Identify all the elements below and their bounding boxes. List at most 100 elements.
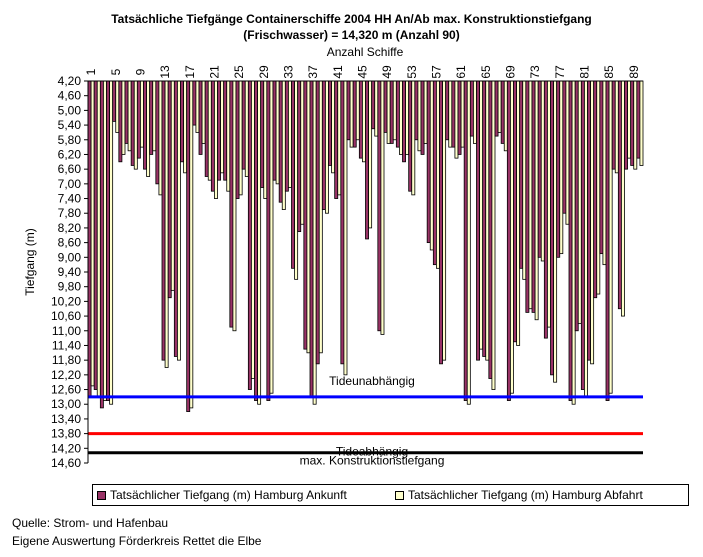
bar-abfahrt — [590, 80, 595, 365]
x-tick-label: 41 — [331, 65, 345, 79]
y-tick-label: 14,60 — [51, 456, 81, 470]
bar-abfahrt — [466, 80, 471, 405]
bar-ankunft — [500, 80, 505, 144]
bar-ankunft — [513, 80, 517, 343]
bar-ankunft — [346, 80, 351, 141]
legend-label-ankunft: Tatsächlicher Tiefgang (m) Hamburg Ankun… — [110, 488, 347, 502]
bar-abfahrt — [146, 80, 151, 177]
x-tick-label: 21 — [207, 65, 221, 79]
bar-abfahrt — [639, 80, 644, 166]
bar-ankunft — [506, 80, 511, 401]
bar-ankunft — [167, 80, 172, 299]
bar-abfahrt — [528, 80, 533, 310]
bar-ankunft — [426, 80, 431, 244]
bar-ankunft — [439, 80, 443, 365]
bar-abfahrt — [152, 80, 157, 152]
bar-abfahrt — [436, 80, 440, 269]
bar-ankunft — [617, 80, 622, 310]
bar-abfahrt — [510, 80, 514, 394]
x-tick-label: 65 — [479, 65, 493, 79]
bar-abfahrt — [263, 80, 268, 199]
bar-ankunft — [229, 80, 234, 328]
x-tick-label: 37 — [306, 65, 320, 79]
bar-abfahrt — [257, 80, 262, 405]
bar-ankunft — [482, 80, 487, 357]
bar-ankunft — [186, 80, 191, 412]
bar-abfahrt — [275, 80, 280, 185]
bar-abfahrt — [559, 80, 564, 255]
bar-ankunft — [463, 80, 468, 401]
bar-abfahrt — [121, 80, 126, 155]
x-tick-label: 61 — [454, 65, 468, 79]
bar-ankunft — [636, 80, 641, 159]
bar-ankunft — [402, 80, 406, 163]
y-tick-label: 5,40 — [58, 118, 82, 132]
bar-abfahrt — [577, 80, 582, 324]
bar-ankunft — [574, 80, 579, 332]
bar-abfahrt — [362, 80, 366, 163]
bar-ankunft — [161, 80, 166, 361]
bar-ankunft — [278, 80, 283, 203]
bar-abfahrt — [337, 80, 342, 196]
bar-abfahrt — [90, 80, 95, 387]
chart-legend: Tatsächlicher Tiefgang (m) Hamburg Ankun… — [92, 484, 689, 506]
bar-abfahrt — [534, 80, 539, 321]
bar-abfahrt — [288, 80, 292, 188]
bar-ankunft — [593, 80, 598, 299]
bar-abfahrt — [115, 80, 120, 133]
bar-ankunft — [383, 80, 388, 133]
y-tick-label: 10,20 — [51, 294, 81, 308]
bar-abfahrt — [300, 80, 305, 225]
bar-ankunft — [210, 80, 215, 192]
x-tick-label: 25 — [232, 65, 246, 79]
bar-abfahrt — [571, 80, 576, 405]
bar-abfahrt — [627, 80, 632, 159]
bar-ankunft — [611, 80, 616, 170]
bar-abfahrt — [343, 80, 348, 376]
bar-abfahrt — [565, 80, 570, 225]
y-tick-label: 10,60 — [51, 309, 81, 323]
bar-abfahrt — [318, 80, 323, 354]
bar-abfahrt — [485, 80, 490, 361]
y-tick-label: 13,00 — [51, 397, 81, 411]
source-line-2: Eigene Auswertung Förderkreis Rettet die… — [12, 534, 262, 548]
y-tick-label: 7,40 — [58, 192, 82, 206]
bar-ankunft — [587, 80, 591, 361]
bar-abfahrt — [269, 80, 274, 394]
bar-ankunft — [599, 80, 604, 255]
bar-ankunft — [297, 80, 302, 233]
bar-abfahrt — [584, 80, 588, 398]
bar-abfahrt — [281, 80, 286, 210]
y-tick-label: 5,00 — [58, 103, 82, 117]
bar-ankunft — [469, 80, 474, 137]
bar-abfahrt — [331, 80, 336, 174]
legend-item-abfahrt: Tatsächlicher Tiefgang (m) Hamburg Abfah… — [395, 488, 643, 502]
y-tick-label: 11,40 — [52, 339, 81, 353]
bar-ankunft — [260, 80, 265, 188]
bar-ankunft — [309, 80, 314, 398]
reference-line-label: Tideunabhängig — [329, 374, 415, 388]
bar-ankunft — [488, 80, 493, 379]
bar-abfahrt — [158, 80, 163, 196]
bar-ankunft — [173, 80, 178, 357]
bar-ankunft — [204, 80, 209, 177]
chart-subtitle: (Frischwasser) = 14,320 m (Anzahl 90) — [243, 28, 460, 42]
x-axis-label: Anzahl Schiffe — [327, 45, 404, 59]
bar-ankunft — [445, 80, 450, 141]
bar-ankunft — [130, 80, 135, 166]
bar-abfahrt — [374, 80, 379, 137]
legend-item-ankunft: Tatsächlicher Tiefgang (m) Hamburg Ankun… — [97, 488, 347, 502]
y-tick-label: 11,80 — [52, 353, 81, 367]
bar-abfahrt — [602, 80, 607, 266]
bar-abfahrt — [189, 80, 194, 409]
y-tick-label: 12,20 — [51, 368, 81, 382]
bar-abfahrt — [368, 80, 373, 229]
y-tick-label: 13,40 — [51, 412, 81, 426]
x-tick-label: 5 — [109, 68, 123, 75]
bar-ankunft — [432, 80, 437, 266]
bar-abfahrt — [547, 80, 551, 328]
y-tick-label: 4,20 — [58, 74, 82, 88]
bar-ankunft — [192, 80, 197, 126]
legend-swatch-abfahrt — [395, 491, 404, 501]
bar-ankunft — [315, 80, 320, 365]
